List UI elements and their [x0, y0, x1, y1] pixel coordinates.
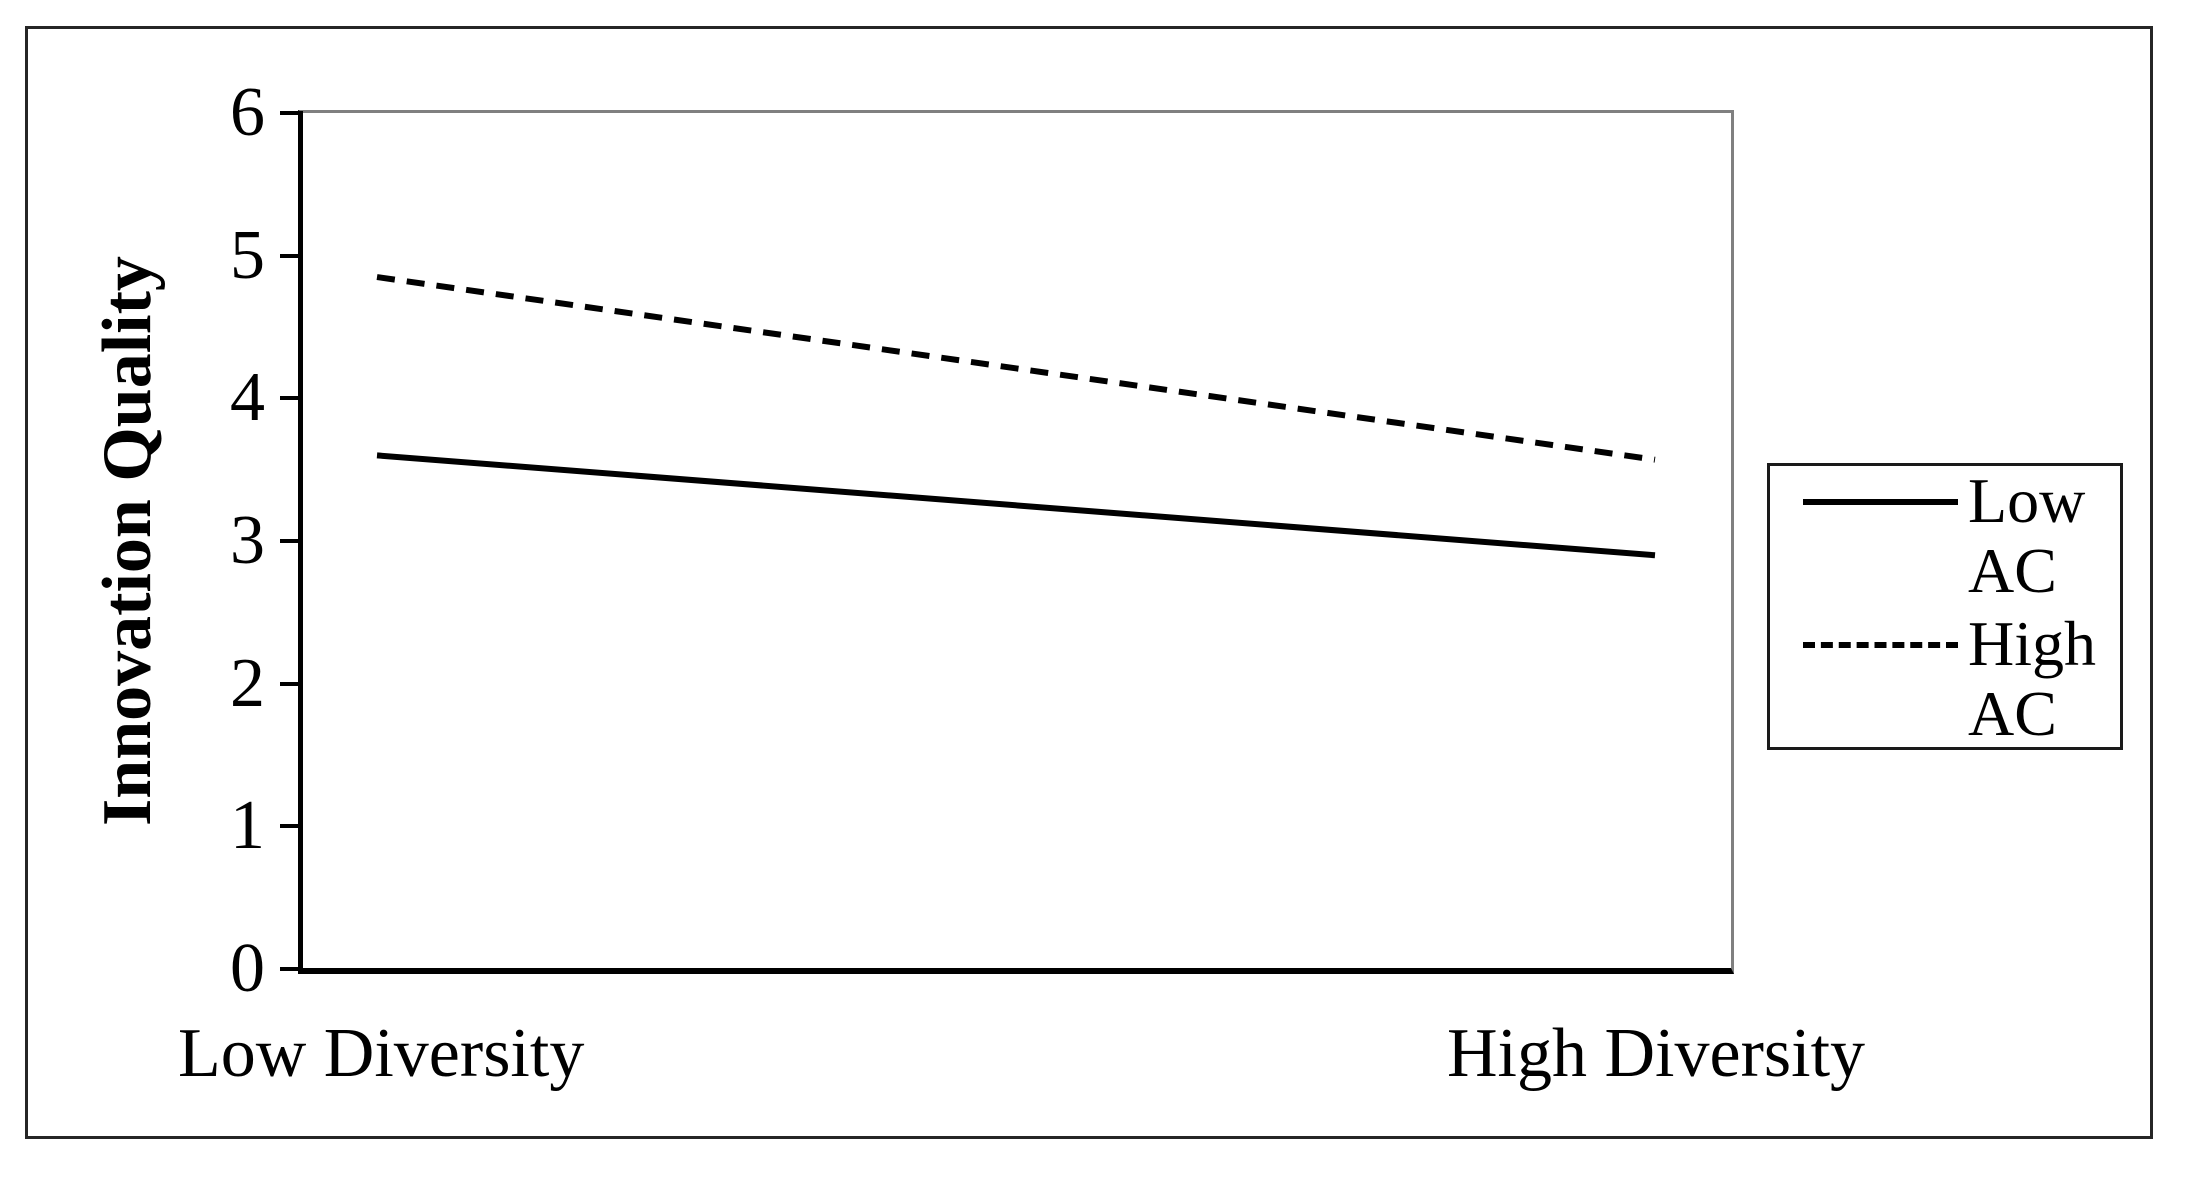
y-tick-mark-5: [280, 253, 303, 258]
y-tick-label-3: 3: [230, 502, 265, 579]
legend-item-label: High AC: [1968, 608, 2096, 749]
y-tick-label-6: 6: [230, 74, 265, 151]
y-tick-label-4: 4: [230, 359, 265, 437]
y-tick-mark-2: [280, 681, 303, 686]
legend-item-label: Low AC: [1968, 465, 2086, 606]
x-axis-label-low-diversity: Low Diversity: [178, 1015, 585, 1092]
y-tick-label-1: 1: [230, 787, 265, 865]
y-tick-label-5: 5: [230, 216, 265, 294]
legend-box: Low AC High AC: [1767, 463, 2123, 750]
y-tick-label-0: 0: [230, 930, 265, 1007]
y-tick-mark-3: [280, 539, 303, 543]
legend-line-sample-solid: [1803, 499, 1958, 505]
plot-area: [298, 110, 1734, 974]
legend-line-sample-dashed: [1803, 642, 1958, 648]
y-tick-mark-1: [280, 824, 303, 829]
y-tick-label-2: 2: [230, 644, 265, 722]
y-tick-mark-4: [280, 396, 303, 401]
y-tick-mark-6: [280, 111, 303, 115]
y-tick-mark-0: [280, 967, 303, 971]
x-axis-label-high-diversity: High Diversity: [1447, 1015, 1866, 1092]
